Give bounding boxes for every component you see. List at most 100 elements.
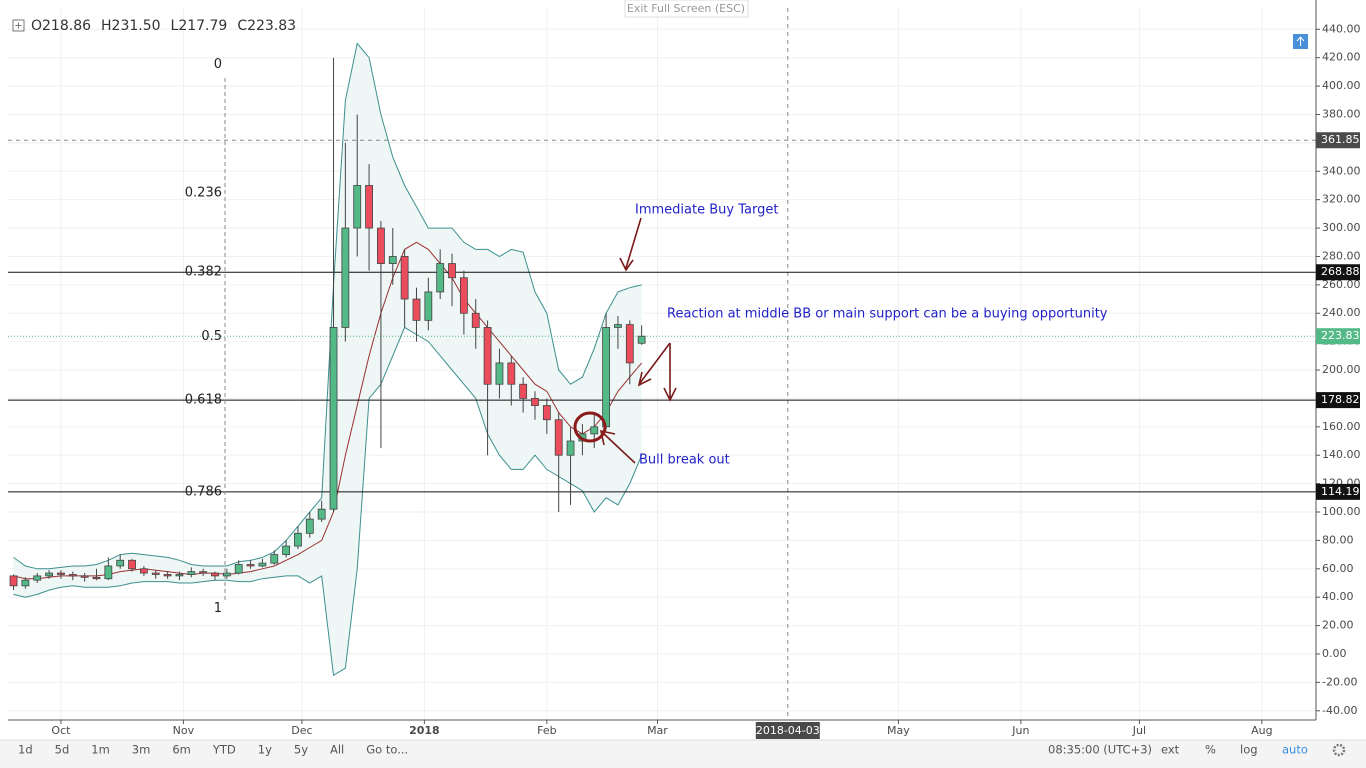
candle-body (33, 575, 42, 581)
candle-body (187, 571, 196, 575)
x-tick-label: Jun (1011, 724, 1029, 737)
price-level-label: 114.19 (1321, 485, 1360, 498)
range-button[interactable]: 6m (172, 743, 191, 757)
y-tick-label: -20.00 (1322, 675, 1357, 688)
y-tick-label: 160.00 (1322, 420, 1361, 433)
arrows (573, 217, 677, 464)
collapse-icon[interactable] (12, 19, 25, 32)
price-level-box (1316, 264, 1360, 281)
bottom-controls: 1d 5d 1m 3m 6m YTD 1y 5y All Go to... ext% log auto (18, 743, 1308, 757)
candle-body (519, 383, 528, 399)
candle-body (365, 185, 373, 229)
annotation: Bull break out (639, 453, 730, 468)
ohlc-header: O218.86 H231.50 L217.79 C223.83 (31, 18, 296, 34)
candle-body (163, 574, 172, 577)
exit-button-label[interactable]: Exit Full Screen (ESC) (627, 2, 745, 15)
last-price-box (1316, 328, 1360, 345)
fib-label: 1 (214, 601, 222, 616)
y-tick-label: 260.00 (1322, 278, 1361, 291)
candle-body (566, 440, 575, 456)
candle-body (68, 574, 77, 577)
settings-icon-glyph (1296, 36, 1305, 46)
candle-body (554, 419, 563, 456)
y-tick-label: 140.00 (1322, 448, 1361, 461)
arrow (599, 429, 636, 464)
y-tick-label: 40.00 (1322, 590, 1354, 603)
candle-body (57, 572, 65, 575)
levels: 0 0.236 0.382 0.5 0.618 0.786 1 (8, 8, 1316, 720)
fib-label: 0.618 (185, 393, 222, 408)
candle-body (199, 571, 208, 574)
range-button[interactable]: Go to... (366, 743, 408, 757)
candle-body (329, 327, 338, 510)
candle-body (151, 572, 160, 575)
range-button[interactable]: 5y (294, 743, 308, 757)
candle-body (495, 362, 504, 385)
crosshair-y-label: 361.85 (1321, 133, 1360, 146)
price-level-box (1316, 392, 1360, 409)
x-tick-label: Jul (1132, 724, 1146, 737)
range-button[interactable]: 1d (18, 743, 33, 757)
candle-body (388, 256, 397, 264)
candle-body (21, 579, 30, 587)
price-level-label: 178.82 (1321, 393, 1360, 406)
x-tick-label: Mar (647, 724, 668, 737)
time-axis (0, 720, 1366, 740)
ohlc-value: C223.83 (237, 18, 296, 34)
arrow (637, 342, 671, 387)
fib-label: 0.236 (185, 185, 222, 200)
fib-label: 0.5 (201, 329, 222, 344)
range-button[interactable]: 1y (258, 743, 272, 757)
candle-body (116, 559, 125, 567)
y-tick-label: 100.00 (1322, 505, 1361, 518)
band-fill (13, 43, 642, 676)
fib-label: 0.786 (185, 484, 222, 499)
candle-body (128, 559, 136, 570)
crosshair-x-box (755, 722, 820, 739)
band-middle (13, 241, 643, 580)
y-tick-label: 320.00 (1322, 193, 1361, 206)
y-tick-label: 200.00 (1322, 363, 1361, 376)
candle-body (471, 312, 480, 328)
option-button[interactable]: ext (1161, 743, 1180, 757)
range-button[interactable]: 5d (55, 743, 70, 757)
gear[interactable] (1332, 743, 1346, 757)
range-button[interactable]: All (330, 743, 344, 757)
candle-body (542, 405, 551, 421)
arrow (663, 343, 677, 402)
candle-body (175, 574, 184, 577)
clock: 08:35:00 (UTC+3) (1048, 743, 1152, 757)
y-tick-label: 440.00 (1322, 22, 1361, 35)
option-button[interactable]: log (1240, 743, 1258, 757)
y-tick-label: 0.00 (1322, 647, 1347, 660)
candle-body (602, 327, 611, 428)
candle-body (222, 572, 231, 577)
x-tick-label: Dec (291, 724, 312, 737)
candle-body (483, 327, 492, 385)
fib-label: 0.382 (185, 265, 222, 280)
y-tick-label: 80.00 (1322, 533, 1354, 546)
arrow (619, 217, 642, 272)
x-tick-label: May (887, 724, 910, 737)
candle-body (104, 565, 113, 580)
candle-body (317, 508, 326, 520)
range-button[interactable]: 1m (91, 743, 110, 757)
option-button[interactable]: auto (1282, 743, 1308, 757)
y-tick-label: 300.00 (1322, 221, 1361, 234)
candle-body (211, 572, 219, 577)
range-button[interactable]: 3m (132, 743, 151, 757)
x-tick-label: Oct (51, 724, 71, 737)
gear-icon[interactable] (1332, 743, 1346, 757)
candle-body (9, 575, 18, 587)
x-axis: Oct Nov Dec 2018 Feb Mar May Jun Jul Aug 2018-04-0… (51, 720, 1273, 739)
y-tick-label: -40.00 (1322, 704, 1357, 717)
y-tick-label: 240.00 (1322, 306, 1361, 319)
ohlc-value: H231.50 (101, 18, 161, 34)
price-level-label: 268.88 (1321, 265, 1360, 278)
annotation: Immediate Buy Target (635, 203, 778, 218)
x-tick-label: 2018 (409, 724, 440, 737)
exit-button[interactable] (624, 0, 749, 18)
option-button[interactable]: % (1205, 743, 1216, 757)
range-button[interactable]: YTD (212, 743, 236, 757)
candle-body (507, 362, 516, 385)
